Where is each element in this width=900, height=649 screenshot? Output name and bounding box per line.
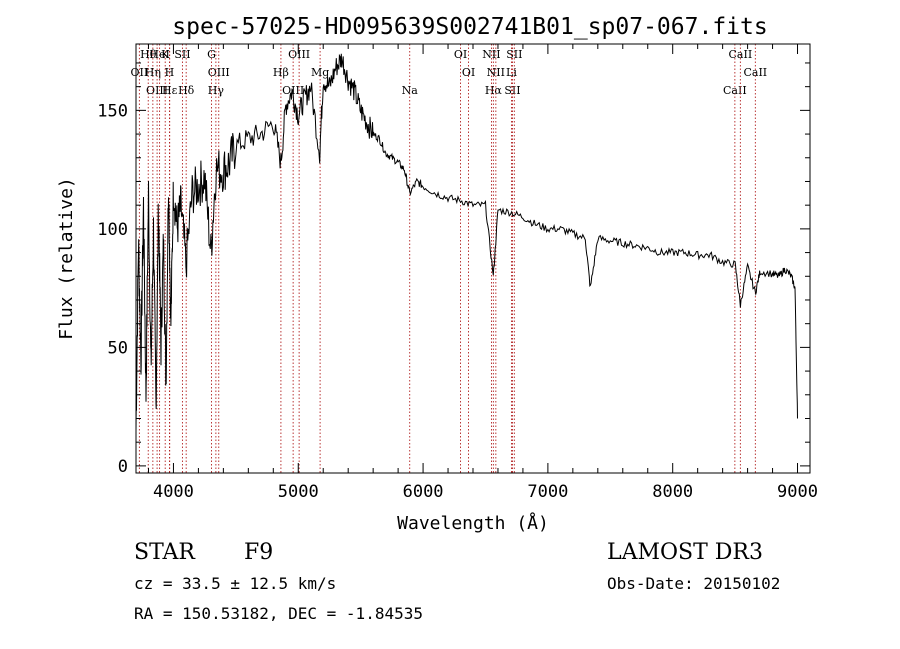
line-label: OII: [131, 66, 149, 79]
redshift-cz: cz = 33.5 ± 12.5 km/s: [134, 574, 337, 593]
y-axis-label: Flux (relative): [56, 177, 77, 340]
line-label: SII: [174, 48, 190, 61]
line-label: Hγ: [208, 84, 225, 97]
line-label: Na: [402, 84, 419, 97]
line-label: SII: [504, 84, 520, 97]
line-label: OI: [454, 48, 467, 61]
line-label: Mg: [311, 66, 329, 79]
y-tick-label: 50: [108, 338, 128, 358]
line-label: SII: [506, 48, 522, 61]
chart-title: spec-57025-HD095639S002741B01_sp07-067.f…: [172, 14, 767, 40]
y-tick-label: 100: [97, 220, 128, 240]
line-label: CaII: [729, 48, 753, 61]
object-class: STAR: [134, 540, 195, 565]
line-label: NII: [482, 48, 500, 61]
line-label: CaII: [723, 84, 747, 97]
plot-frame: [135, 43, 811, 474]
line-label: HeI: [149, 48, 169, 61]
line-label: Hα: [485, 84, 503, 97]
line-label: Hε: [162, 84, 178, 97]
line-label: CaII: [743, 66, 767, 79]
line-label: OIII: [146, 84, 168, 97]
y-tick-label: 150: [97, 101, 128, 121]
line-label: Hδ: [178, 84, 195, 97]
line-label: K: [161, 48, 170, 61]
observation-date: Obs-Date: 20150102: [607, 574, 781, 593]
x-axis-label: Wavelength (Å): [397, 512, 549, 534]
x-tick-label: 5000: [278, 482, 319, 502]
line-label: NII: [487, 66, 505, 79]
line-label: G: [207, 48, 216, 61]
x-tick-label: 7000: [527, 482, 568, 502]
coordinates: RA = 150.53182, DEC = -1.84535: [134, 604, 423, 623]
line-label: OI: [462, 66, 475, 79]
x-tick-label: 9000: [777, 482, 818, 502]
object-subclass: F9: [244, 540, 274, 565]
line-label: Hβ: [273, 66, 289, 79]
x-tick-label: 8000: [652, 482, 693, 502]
x-tick-label: 6000: [403, 482, 444, 502]
line-label: OIII: [288, 48, 310, 61]
y-tick-label: 0: [118, 457, 128, 477]
spectrum-line: [135, 53, 798, 431]
survey-name: LAMOST DR3: [607, 540, 763, 565]
x-tick-label: 4000: [153, 482, 194, 502]
line-label: Li: [506, 66, 517, 79]
line-label: OIII: [208, 66, 230, 79]
line-label: Hη: [145, 66, 161, 79]
